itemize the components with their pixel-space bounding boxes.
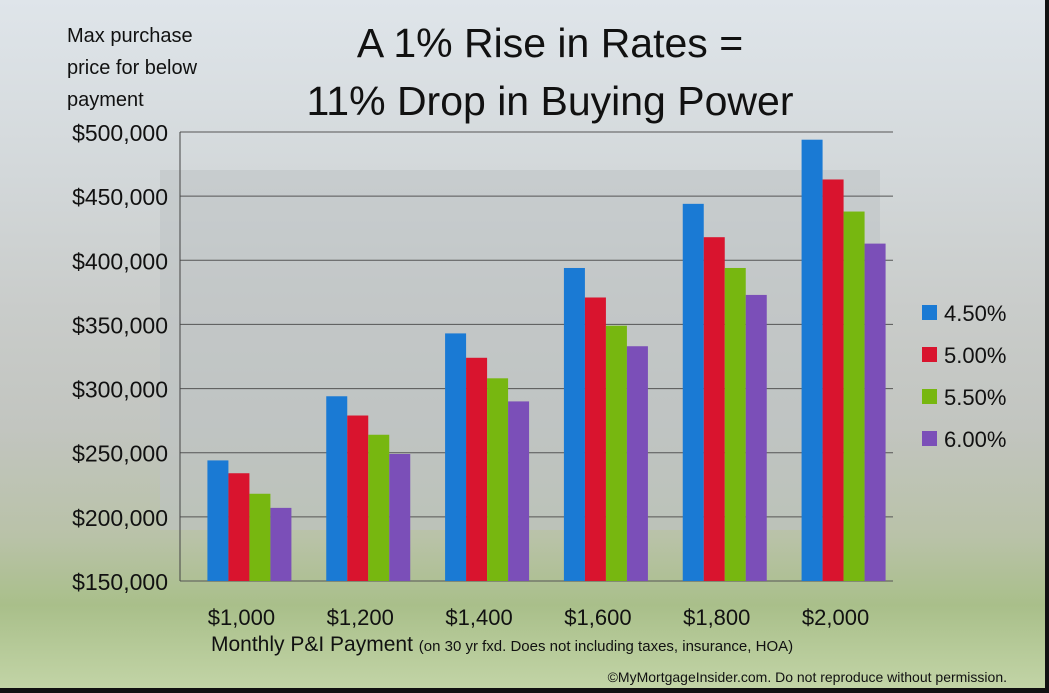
bar-5.00% xyxy=(347,415,369,581)
bar-5.00% xyxy=(584,297,606,581)
x-tick-label: $1,400 xyxy=(445,605,512,630)
copyright-notice: ©MyMortgageInsider.com. Do not reproduce… xyxy=(607,669,1007,685)
y-tick-label: $400,000 xyxy=(72,248,168,274)
y-axis-label: Max purchase price for below payment xyxy=(67,20,197,116)
bar-5.00% xyxy=(703,237,725,582)
x-axis-note: (on 30 yr fxd. Does not including taxes,… xyxy=(418,638,794,655)
y-tick-label: $350,000 xyxy=(72,312,168,338)
chart-title-line2: 11% Drop in Buying Power xyxy=(306,78,794,124)
bar-6.00% xyxy=(270,507,292,581)
y-axis-label-line: price for below xyxy=(67,57,198,79)
x-tick-label: $1,600 xyxy=(564,605,631,630)
bar-4.50% xyxy=(326,396,348,581)
bar-4.50% xyxy=(563,267,585,581)
bar-5.50% xyxy=(605,325,627,581)
y-tick-label: $450,000 xyxy=(72,184,168,210)
y-tick-label: $250,000 xyxy=(72,441,168,467)
bar-5.50% xyxy=(843,211,865,581)
y-tick-label: $300,000 xyxy=(72,377,168,403)
bar-4.50% xyxy=(682,203,704,581)
bar-5.50% xyxy=(724,267,746,581)
x-axis-title: Monthly P&I Payment xyxy=(211,633,413,656)
x-axis-label: Monthly P&I Payment (on 30 yr fxd. Does … xyxy=(211,633,793,657)
x-tick-label: $2,000 xyxy=(802,605,869,630)
y-tick-label: $200,000 xyxy=(72,505,168,531)
legend-swatch xyxy=(922,389,937,404)
bar-4.50% xyxy=(445,333,467,581)
bar-5.50% xyxy=(368,434,390,581)
bar-5.00% xyxy=(228,473,250,581)
chart-title-line1: A 1% Rise in Rates = xyxy=(356,20,744,66)
legend-label: 6.00% xyxy=(944,427,1006,452)
bar-4.50% xyxy=(801,139,823,581)
y-tick-label: $500,000 xyxy=(72,120,168,146)
legend-swatch xyxy=(922,431,937,446)
bar-6.00% xyxy=(745,294,767,581)
bar-6.00% xyxy=(389,453,411,581)
bar-6.00% xyxy=(864,243,886,581)
bar-6.00% xyxy=(508,401,530,581)
bar-5.50% xyxy=(487,378,509,581)
bar-5.50% xyxy=(249,493,271,581)
bar-6.00% xyxy=(626,346,648,581)
x-tick-label: $1,200 xyxy=(327,605,394,630)
legend-swatch xyxy=(922,347,937,362)
legend-swatch xyxy=(922,305,937,320)
y-axis-label-line: payment xyxy=(67,89,144,111)
x-tick-label: $1,800 xyxy=(683,605,750,630)
legend-label: 4.50% xyxy=(944,301,1006,326)
bar-5.00% xyxy=(822,179,844,582)
bar-5.00% xyxy=(466,357,488,581)
x-tick-label: $1,000 xyxy=(208,605,275,630)
bar-4.50% xyxy=(207,460,229,581)
y-tick-label: $150,000 xyxy=(72,569,168,595)
legend-label: 5.50% xyxy=(944,385,1006,410)
y-axis-label-line: Max purchase xyxy=(67,25,193,47)
legend-label: 5.00% xyxy=(944,343,1006,368)
